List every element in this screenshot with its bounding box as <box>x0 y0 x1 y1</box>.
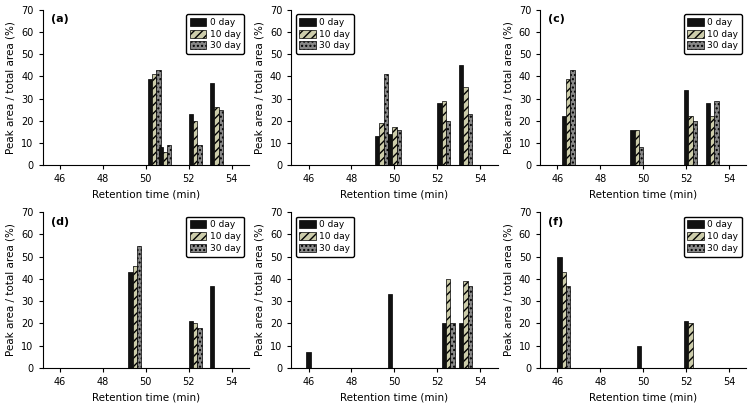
Bar <box>566 78 570 165</box>
Bar <box>446 279 450 368</box>
Text: (f): (f) <box>548 217 564 227</box>
Bar <box>562 272 566 368</box>
Bar <box>705 103 710 165</box>
Text: (c): (c) <box>548 14 566 24</box>
X-axis label: Retention time (min): Retention time (min) <box>92 190 200 200</box>
Y-axis label: Peak area / total area (%): Peak area / total area (%) <box>5 21 16 154</box>
Bar <box>388 134 393 165</box>
Bar <box>193 324 197 368</box>
X-axis label: Retention time (min): Retention time (min) <box>590 190 697 200</box>
Bar <box>163 152 167 165</box>
Y-axis label: Peak area / total area (%): Peak area / total area (%) <box>254 21 265 154</box>
Bar <box>714 101 718 165</box>
Bar <box>639 147 643 165</box>
Bar <box>167 145 171 165</box>
Bar <box>214 107 219 165</box>
Bar <box>688 116 693 165</box>
Bar <box>197 328 202 368</box>
Bar <box>306 352 311 368</box>
Text: (e): (e) <box>299 217 317 227</box>
Bar <box>468 286 472 368</box>
Legend: 0 day, 10 day, 30 day: 0 day, 10 day, 30 day <box>186 217 244 257</box>
Bar <box>635 130 639 165</box>
Y-axis label: Peak area / total area (%): Peak area / total area (%) <box>503 21 513 154</box>
Bar <box>193 121 197 165</box>
Text: (b): (b) <box>299 14 317 24</box>
Bar <box>189 321 193 368</box>
Bar <box>384 74 388 165</box>
Bar <box>210 83 214 165</box>
Bar <box>459 65 463 165</box>
Legend: 0 day, 10 day, 30 day: 0 day, 10 day, 30 day <box>296 14 354 54</box>
Bar <box>566 286 570 368</box>
Bar <box>396 130 401 165</box>
Legend: 0 day, 10 day, 30 day: 0 day, 10 day, 30 day <box>186 14 244 54</box>
Bar <box>393 127 396 165</box>
X-axis label: Retention time (min): Retention time (min) <box>341 392 448 402</box>
Bar <box>438 103 441 165</box>
Text: (a): (a) <box>51 14 68 24</box>
Bar <box>156 70 161 165</box>
Bar <box>463 281 468 368</box>
X-axis label: Retention time (min): Retention time (min) <box>590 392 697 402</box>
Bar <box>189 114 193 165</box>
Bar <box>710 116 714 165</box>
Bar <box>446 121 450 165</box>
Text: (d): (d) <box>51 217 69 227</box>
Bar <box>137 246 141 368</box>
Bar <box>570 70 575 165</box>
Bar <box>693 121 697 165</box>
Bar <box>684 90 688 165</box>
Bar <box>388 295 393 368</box>
Bar <box>219 110 223 165</box>
Bar <box>152 74 156 165</box>
Bar <box>441 324 446 368</box>
Bar <box>468 114 472 165</box>
Bar <box>197 145 202 165</box>
Bar <box>630 130 635 165</box>
Bar <box>210 286 214 368</box>
Bar <box>688 324 693 368</box>
Bar <box>459 324 463 368</box>
Bar <box>380 123 384 165</box>
Y-axis label: Peak area / total area (%): Peak area / total area (%) <box>503 224 513 357</box>
Legend: 0 day, 10 day, 30 day: 0 day, 10 day, 30 day <box>684 217 742 257</box>
Bar <box>557 257 562 368</box>
Y-axis label: Peak area / total area (%): Peak area / total area (%) <box>5 224 16 357</box>
Bar <box>441 101 446 165</box>
Bar <box>375 136 380 165</box>
X-axis label: Retention time (min): Retention time (min) <box>92 392 200 402</box>
Bar <box>129 272 133 368</box>
Bar <box>450 324 455 368</box>
Bar <box>637 346 641 368</box>
Y-axis label: Peak area / total area (%): Peak area / total area (%) <box>254 224 265 357</box>
Legend: 0 day, 10 day, 30 day: 0 day, 10 day, 30 day <box>684 14 742 54</box>
Bar <box>159 147 163 165</box>
Bar <box>133 266 137 368</box>
Bar <box>463 87 468 165</box>
X-axis label: Retention time (min): Retention time (min) <box>341 190 448 200</box>
Bar <box>684 321 688 368</box>
Bar <box>562 116 566 165</box>
Legend: 0 day, 10 day, 30 day: 0 day, 10 day, 30 day <box>296 217 354 257</box>
Bar <box>148 78 152 165</box>
